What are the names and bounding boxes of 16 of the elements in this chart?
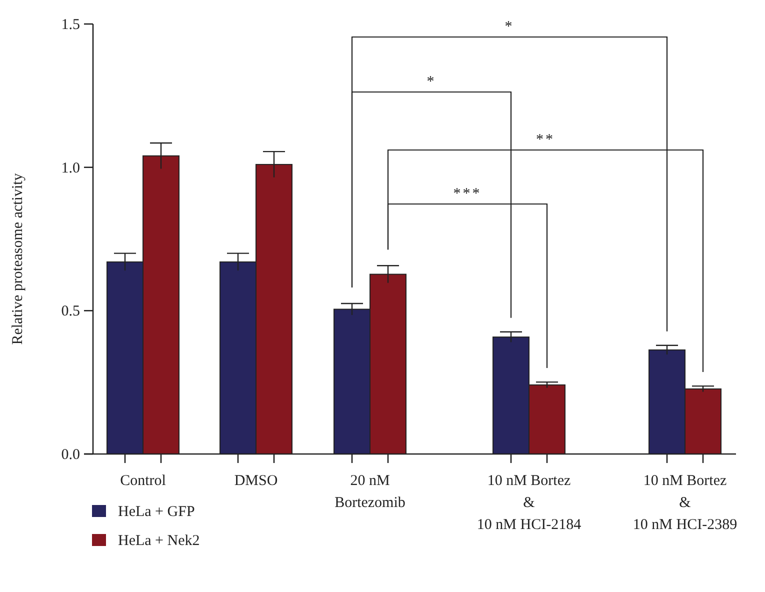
legend-label: HeLa + GFP bbox=[118, 504, 195, 520]
annotation: * bbox=[426, 74, 436, 90]
annotation: *** bbox=[453, 186, 482, 202]
y-tick-label: 1.0 bbox=[61, 160, 80, 176]
annotation: * bbox=[504, 19, 514, 35]
x-tick-label: DMSO bbox=[234, 473, 278, 489]
y-tick-label: 1.5 bbox=[61, 17, 80, 33]
x-tick-label: 10 nM Bortez & 10 nM HCI-2184 bbox=[476, 473, 582, 533]
annotation: ** bbox=[536, 132, 555, 148]
legend-label: HeLa + Nek2 bbox=[118, 533, 200, 549]
y-axis-title: Relative proteasome activity bbox=[10, 172, 26, 345]
x-tick-label: 10 nM Bortez & 10 nM HCI-2389 bbox=[632, 473, 738, 533]
x-tick-label: Control bbox=[120, 473, 166, 489]
x-tick-label: 20 nM Bortezomib bbox=[334, 473, 406, 511]
y-tick-label: 0.5 bbox=[61, 304, 80, 320]
y-tick-label: 0.0 bbox=[61, 447, 80, 463]
